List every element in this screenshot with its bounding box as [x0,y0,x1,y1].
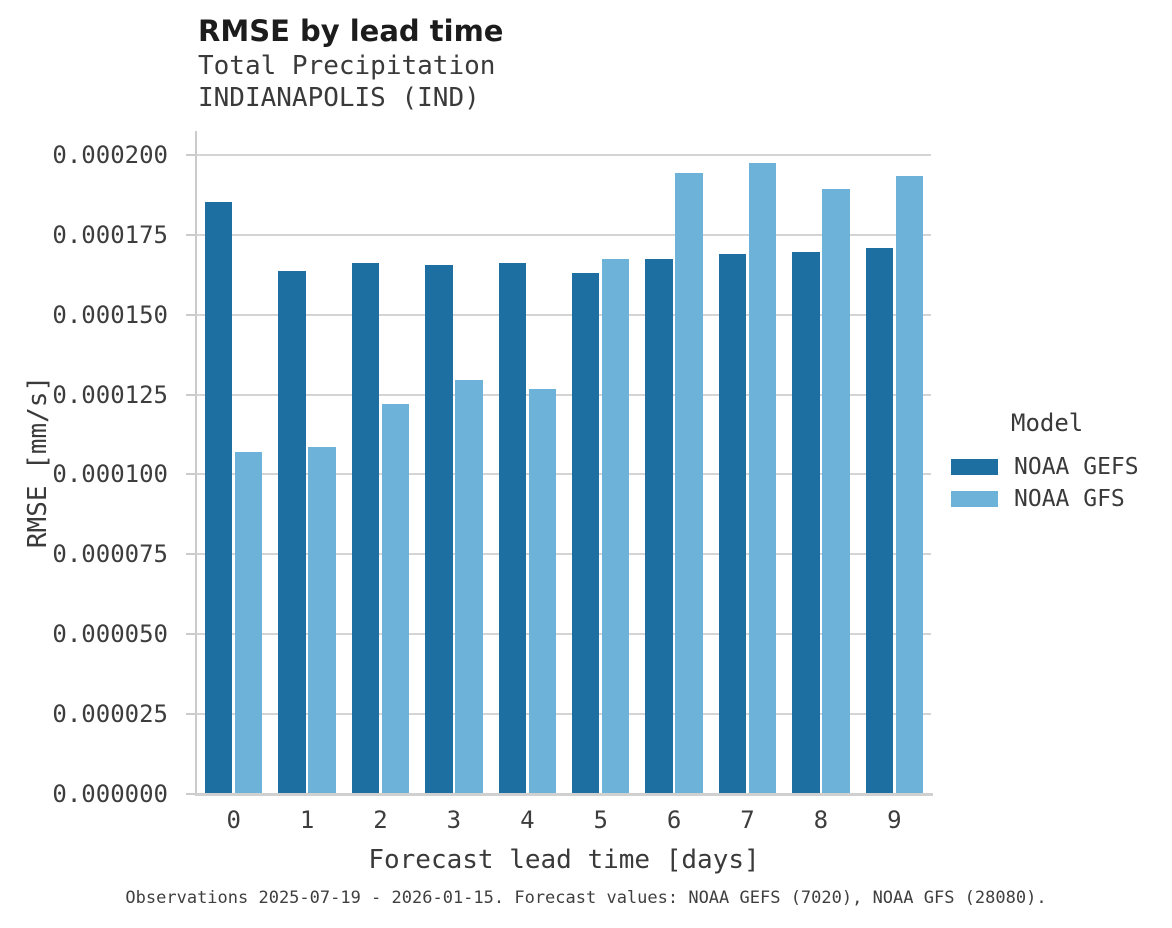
x-tick-label-7: 7 [740,806,755,834]
y-tick-label: 0.000075 [52,540,168,569]
bar-noaa-gefs-lead-5 [571,273,600,794]
legend-item-noaa-gefs: NOAA GEFS [951,451,1139,483]
bar-noaa-gfs-lead-0 [234,451,263,794]
bar-noaa-gfs-lead-7 [748,162,777,794]
bar-noaa-gefs-lead-0 [204,201,233,794]
legend: Model NOAA GEFS NOAA GFS [951,409,1139,515]
y-tick-mark [186,553,195,556]
chart-subtitle-station: INDIANAPOLIS (IND) [198,83,480,113]
x-axis-label: Forecast lead time [days] [368,845,760,875]
bar-noaa-gefs-lead-4 [498,262,527,794]
y-tick-mark [186,473,195,476]
legend-label-noaa-gfs: NOAA GFS [1014,486,1125,512]
y-tick-label: 0.000125 [52,380,168,409]
legend-swatch-noaa-gefs [951,459,998,475]
bar-noaa-gefs-lead-8 [792,251,820,794]
bar-noaa-gfs-lead-1 [308,447,336,794]
x-axis-baseline [195,793,933,796]
plot-area [195,131,933,796]
bar-noaa-gefs-lead-7 [718,254,747,794]
bar-noaa-gfs-lead-2 [381,403,410,794]
x-tick-label-5: 5 [593,806,608,834]
bar-noaa-gefs-lead-2 [351,262,380,794]
y-tick-mark [186,313,195,316]
y-tick-label: 0.000025 [52,700,168,729]
y-tick-mark [186,633,195,636]
x-tick-label-9: 9 [887,806,902,834]
bar-noaa-gfs-lead-4 [528,388,557,794]
gridline [197,713,931,716]
bar-noaa-gfs-lead-9 [895,175,924,794]
bar-noaa-gefs-lead-9 [865,247,894,794]
x-tick-label-1: 1 [299,806,315,834]
caption-observations: Observations 2025-07-19 - 2026-01-15. Fo… [125,888,1047,908]
bar-noaa-gfs-lead-3 [455,379,483,794]
y-tick-label: 0.000050 [52,620,168,649]
chart-subtitle-variable: Total Precipitation [198,51,496,81]
gridline [197,393,931,396]
y-tick-mark [186,233,195,236]
gridline [197,313,931,316]
legend-title: Model [1011,409,1084,437]
gridline [197,153,931,156]
x-tick-label-0: 0 [226,806,241,834]
gridline [197,233,931,236]
bar-noaa-gefs-lead-3 [425,265,453,794]
chart-title: RMSE by lead time [198,14,504,48]
gridline [197,633,931,636]
y-tick-label: 0.000150 [52,300,168,329]
y-tick-label: 0.000100 [52,460,168,489]
bar-noaa-gfs-lead-8 [822,189,850,794]
y-axis-label: RMSE [mm/s] [23,375,53,549]
bar-noaa-gfs-lead-5 [601,258,630,794]
bar-noaa-gefs-lead-6 [645,259,673,794]
bar-noaa-gfs-lead-6 [675,173,703,794]
y-tick-label: 0.000175 [52,220,168,249]
y-axis-spine [195,131,197,796]
legend-label-noaa-gefs: NOAA GEFS [1014,454,1139,480]
y-tick-mark [186,793,195,795]
x-tick-label-2: 2 [373,806,388,834]
y-tick-mark [186,153,195,156]
y-tick-label: 0.000200 [52,140,168,169]
x-tick-label-8: 8 [813,806,829,834]
x-tick-label-6: 6 [666,806,682,834]
gridline [197,473,931,476]
legend-item-noaa-gfs: NOAA GFS [951,483,1139,515]
legend-swatch-noaa-gfs [951,491,998,507]
x-tick-label-3: 3 [446,806,462,834]
gridline [197,553,931,556]
x-tick-label-4: 4 [520,806,535,834]
bar-noaa-gefs-lead-1 [278,270,306,794]
y-tick-mark [186,713,195,716]
y-tick-label: 0.000000 [52,780,168,808]
y-tick-mark [186,393,195,396]
